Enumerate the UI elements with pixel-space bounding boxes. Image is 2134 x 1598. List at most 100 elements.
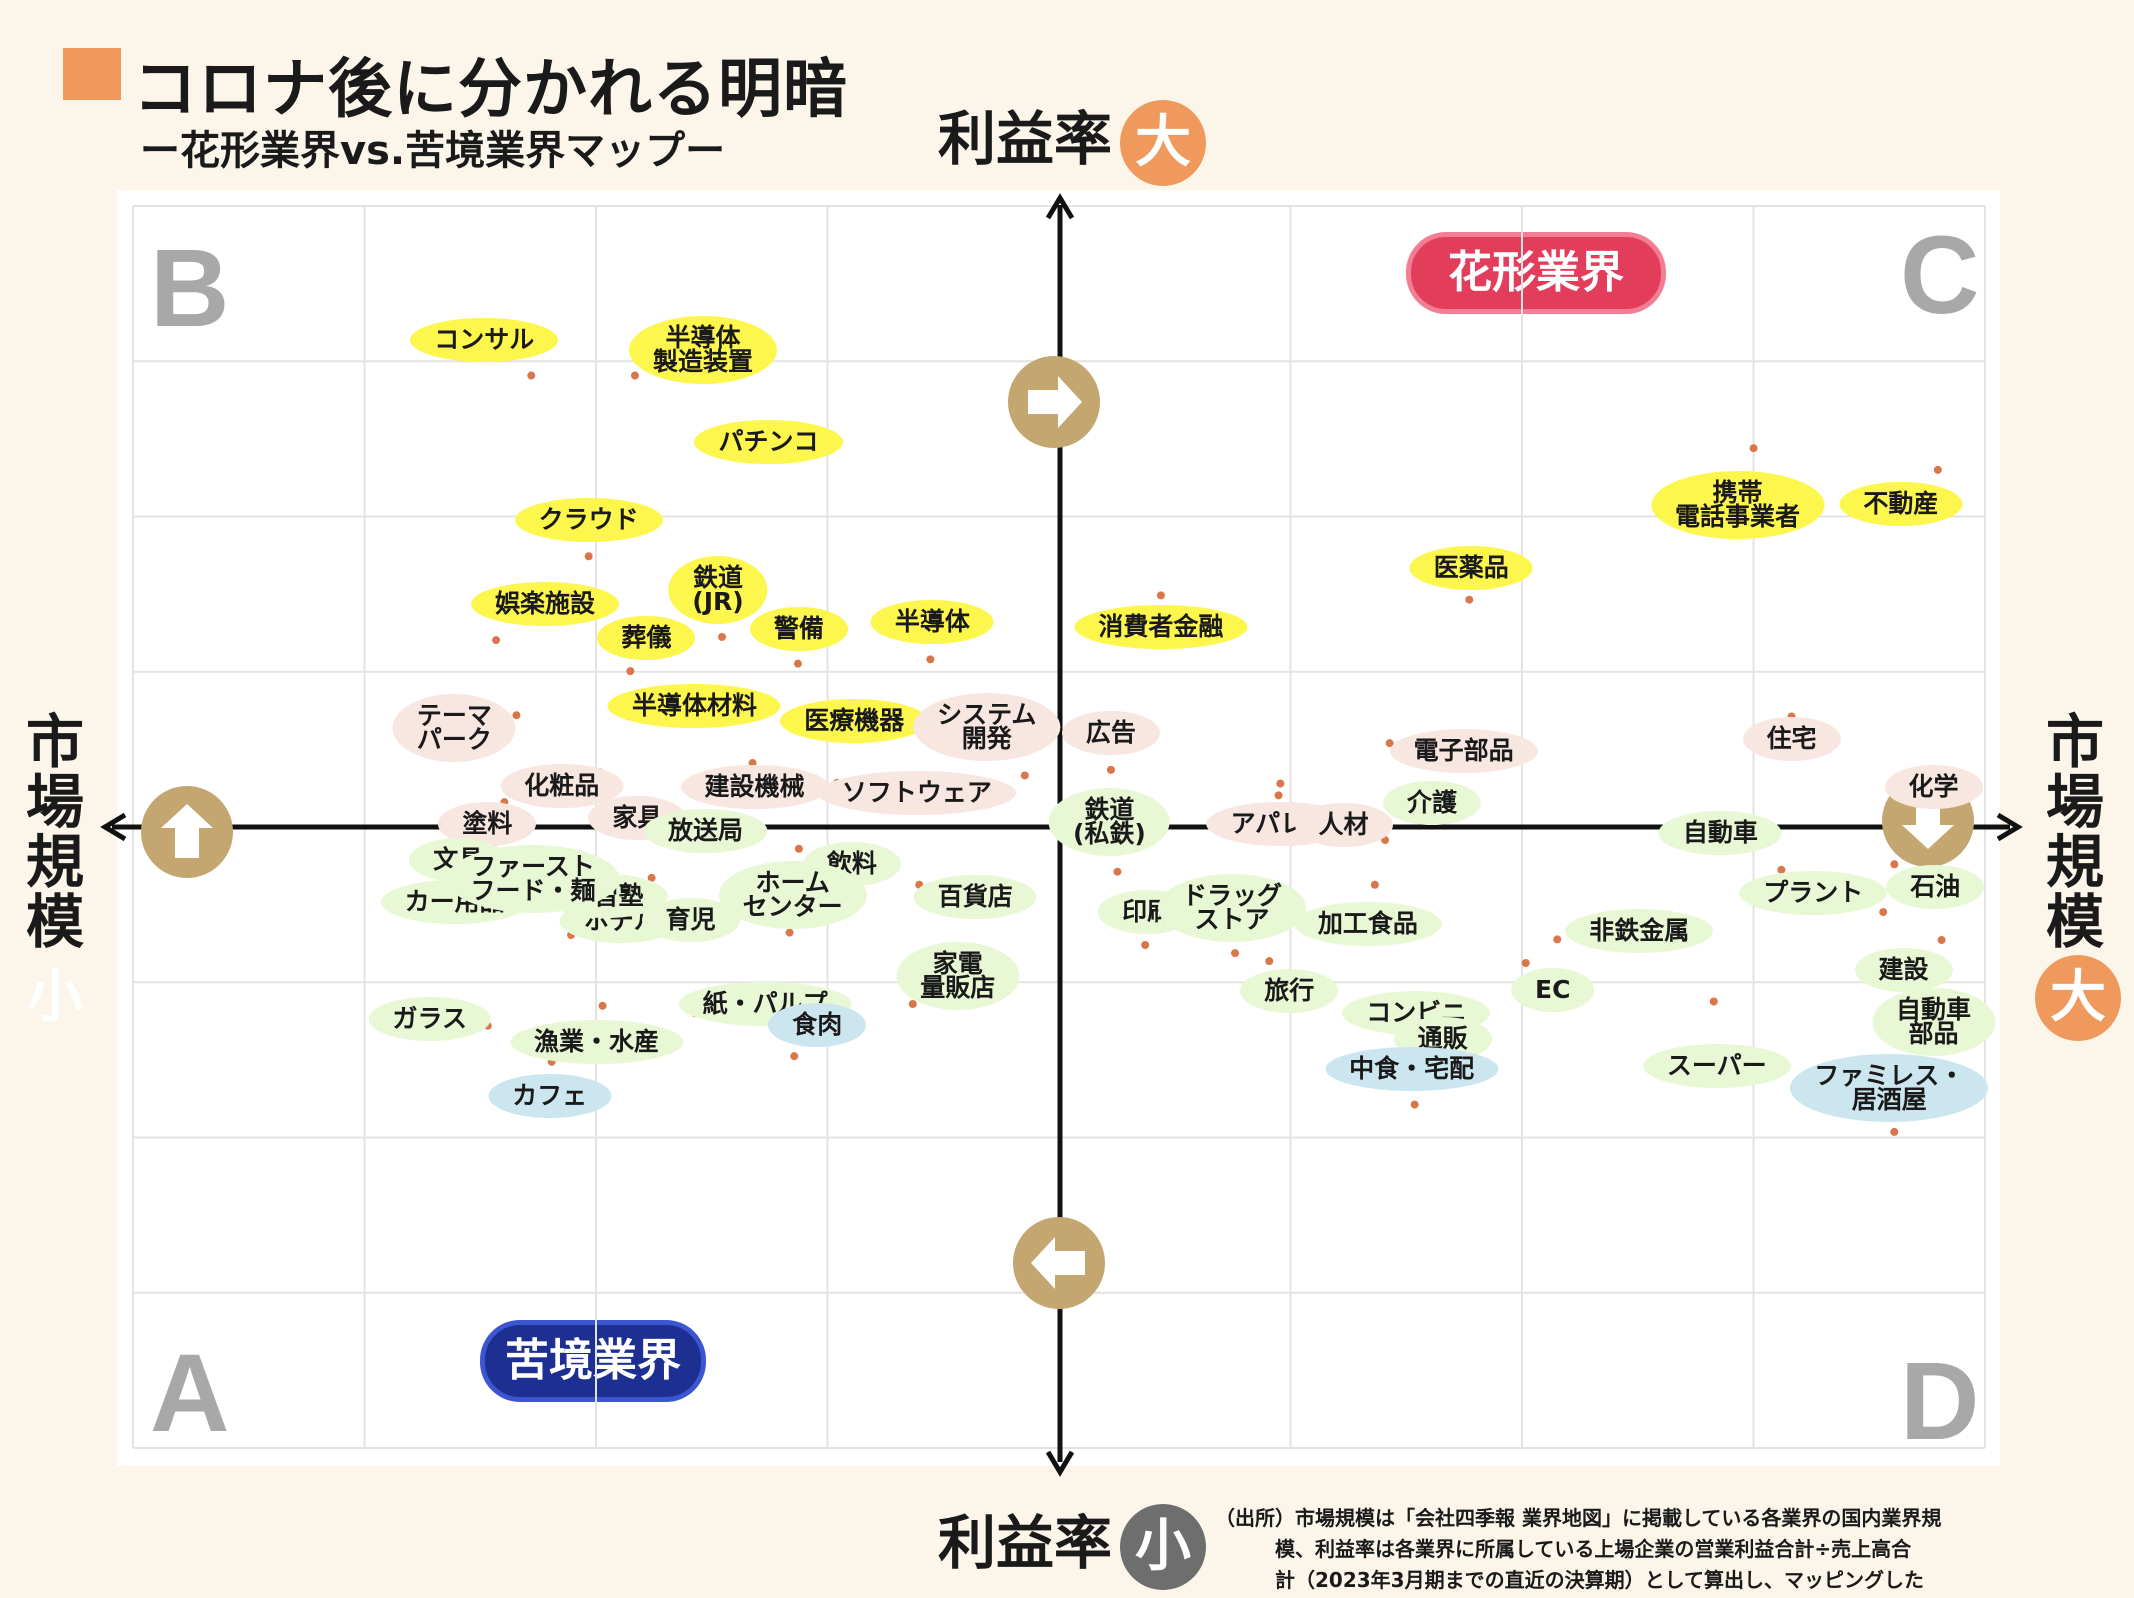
industry-label: 化粧品 — [500, 764, 624, 809]
industry-label: 住宅 — [1742, 717, 1841, 762]
data-point — [794, 844, 803, 853]
data-point — [1231, 949, 1240, 958]
data-point — [1410, 1100, 1419, 1109]
data-point — [626, 667, 635, 676]
data-point — [1521, 958, 1530, 967]
industry-label: 不動産 — [1839, 481, 1963, 526]
data-point — [1370, 880, 1379, 889]
axis-circle-top: 大 — [1120, 99, 1207, 186]
data-point — [926, 655, 935, 664]
industry-label: 漁業・水産 — [510, 1019, 684, 1064]
data-point — [908, 999, 917, 1008]
axis-label-top-text: 利益率 — [938, 105, 1113, 173]
axis-circle-bottom: 小 — [1120, 1503, 1207, 1590]
data-point — [492, 636, 501, 645]
arrow-circle-left-glyph — [1031, 1237, 1085, 1289]
industry-label: 旅行 — [1240, 969, 1339, 1014]
data-point — [598, 1001, 607, 1010]
data-point — [1890, 1127, 1899, 1136]
industry-label: 石油 — [1886, 865, 1985, 910]
data-point — [790, 1052, 799, 1061]
arrow-circle-up-glyph — [161, 804, 213, 858]
industry-label: 半導体 製造装置 — [628, 315, 777, 384]
industry-label: 中食・宅配 — [1325, 1046, 1499, 1091]
industry-label: 建設機械 — [680, 765, 829, 810]
data-point — [512, 711, 521, 720]
industry-label: 家電 量販店 — [896, 941, 1020, 1010]
industry-label: 放送局 — [643, 809, 767, 854]
x-axis-arrow-right — [1996, 812, 2023, 842]
data-point — [718, 632, 727, 641]
axis-label-right-text: 市場規模 — [2045, 708, 2104, 956]
industry-label: 食肉 — [768, 1003, 867, 1048]
industry-label: 携帯 電話事業者 — [1651, 471, 1825, 540]
axis-circle-right: 大 — [2035, 955, 2121, 1041]
data-point — [785, 928, 794, 937]
quadrant-label-d: D — [1900, 1340, 1980, 1463]
arrow-circle-right-glyph — [1028, 376, 1082, 428]
industry-label: 百貨店 — [913, 874, 1037, 919]
industry-label: パチンコ — [694, 419, 843, 464]
industry-label: 鉄道 (私鉄) — [1048, 787, 1170, 856]
industry-label: EC — [1511, 967, 1595, 1012]
quadrant-label-c: C — [1900, 214, 1980, 337]
quadrant-label-a: A — [150, 1332, 230, 1455]
arrow-circle-down-glyph — [1902, 795, 1954, 849]
data-point — [1113, 867, 1122, 876]
data-point — [1020, 771, 1029, 780]
data-point — [1890, 860, 1899, 869]
industry-label: 自動車 — [1658, 810, 1782, 855]
industry-label: 娯楽施設 — [471, 582, 620, 627]
industry-label: 人材 — [1294, 803, 1393, 848]
data-point — [793, 659, 802, 668]
industry-label: 半導体 — [870, 600, 994, 645]
title-accent-square — [63, 48, 121, 100]
industry-label: ホーム センター — [718, 860, 867, 929]
axis-label-top: 利益率大 — [938, 92, 1207, 186]
data-point — [1274, 791, 1283, 800]
star-industry-badge: 花形業界 — [1406, 232, 1666, 314]
industry-label: ドラッグ ストア — [1157, 874, 1307, 943]
axis-label-bottom-text: 利益率 — [938, 1509, 1113, 1577]
industry-label: ソフトウェア — [817, 770, 1016, 815]
industry-label: ファースト フード・麺 — [446, 845, 620, 914]
industry-label: カフェ — [488, 1073, 612, 1118]
industry-label: 医薬品 — [1409, 545, 1533, 590]
industry-label: 介護 — [1383, 781, 1482, 826]
data-point — [1937, 936, 1946, 945]
data-point — [1276, 779, 1285, 788]
source-note: （出所）市場規模は「会社四季報 業界地図」に掲載している各業界の国内業界規 模、… — [1215, 1506, 1942, 1592]
y-axis-arrow-down — [1045, 1450, 1075, 1477]
industry-label: 建設 — [1854, 948, 1953, 993]
axis-label-bottom: 利益率小 — [938, 1496, 1207, 1590]
industry-label: テーマ パーク — [392, 694, 516, 763]
axis-label-left-text: 市場規模 — [25, 708, 84, 956]
data-point — [1749, 444, 1758, 453]
industry-label: 化学 — [1884, 765, 1983, 810]
data-point — [1265, 957, 1274, 966]
data-point — [584, 552, 593, 561]
industry-label: 加工食品 — [1293, 901, 1442, 946]
industry-label: 葬儀 — [597, 616, 696, 661]
data-point — [1465, 595, 1474, 604]
chart-subtitle: ー花形業界vs.苦境業界マップー — [140, 128, 726, 174]
industry-label: ガラス — [368, 996, 491, 1041]
industry-label: クラウド — [514, 498, 663, 543]
data-point — [1106, 765, 1115, 774]
industry-label: プラント — [1739, 871, 1888, 916]
industry-label: 消費者金融 — [1074, 605, 1248, 650]
industry-label: 電子部品 — [1389, 729, 1538, 774]
quadrant-label-b: B — [150, 227, 230, 350]
industry-label: 医療機器 — [780, 699, 929, 744]
x-axis-arrow-left — [100, 812, 127, 842]
industry-label: 半導体材料 — [607, 684, 781, 729]
chart-title: コロナ後に分かれる明暗 — [133, 53, 848, 127]
data-point — [1709, 997, 1718, 1006]
data-point — [527, 371, 536, 380]
y-axis-arrow-up — [1045, 193, 1075, 220]
industry-label: 非鉄金属 — [1565, 909, 1714, 954]
data-point — [1933, 465, 1942, 474]
data-point — [1553, 935, 1562, 944]
industry-label: コンサル — [410, 317, 559, 362]
industry-label: 自動車 部品 — [1872, 988, 1996, 1057]
